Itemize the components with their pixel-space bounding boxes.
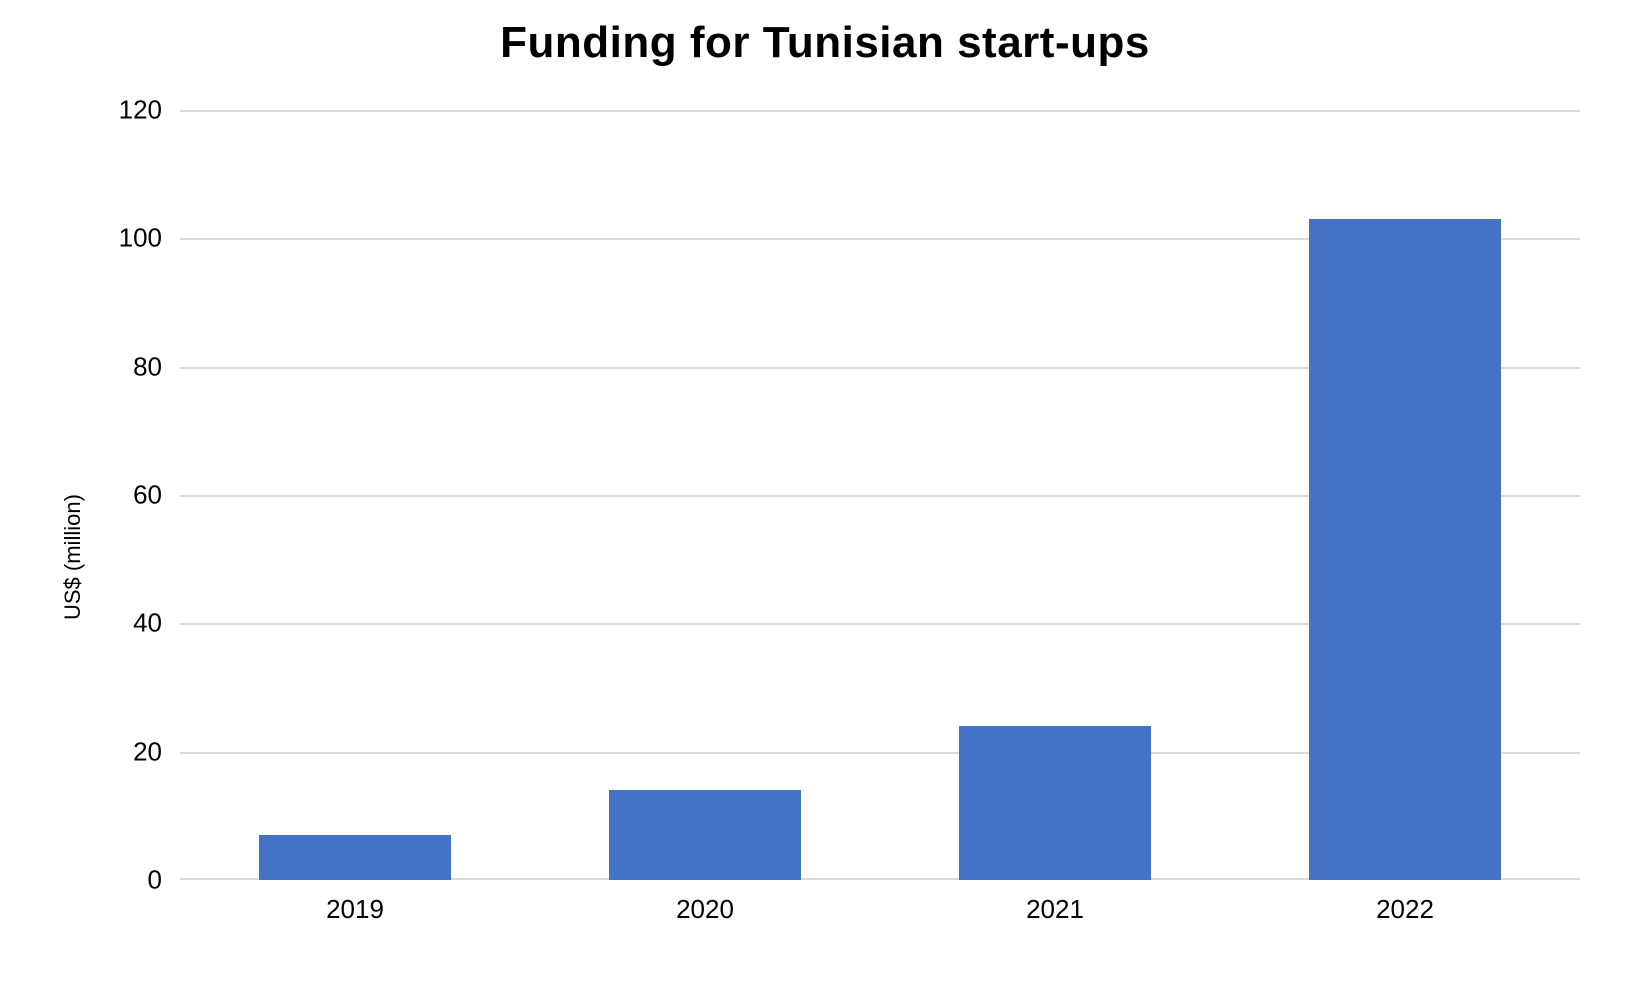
chart-title: Funding for Tunisian start-ups	[0, 18, 1650, 68]
plot-area: 0204060801001202019202020212022	[180, 110, 1580, 880]
bar	[959, 726, 1152, 880]
bar	[259, 835, 452, 880]
y-tick-label: 80	[92, 351, 162, 382]
x-tick-label: 2022	[1376, 880, 1434, 925]
bar	[609, 790, 802, 880]
y-tick-label: 40	[92, 608, 162, 639]
y-tick-label: 20	[92, 736, 162, 767]
y-axis-label: US$ (million)	[60, 494, 86, 620]
x-tick-label: 2020	[676, 880, 734, 925]
y-tick-label: 120	[92, 95, 162, 126]
bar-chart: Funding for Tunisian start-ups US$ (mill…	[0, 0, 1650, 990]
x-tick-label: 2021	[1026, 880, 1084, 925]
y-tick-label: 0	[92, 865, 162, 896]
y-tick-label: 60	[92, 480, 162, 511]
gridline	[180, 110, 1580, 112]
x-tick-label: 2019	[326, 880, 384, 925]
y-tick-label: 100	[92, 223, 162, 254]
bar	[1309, 219, 1502, 880]
